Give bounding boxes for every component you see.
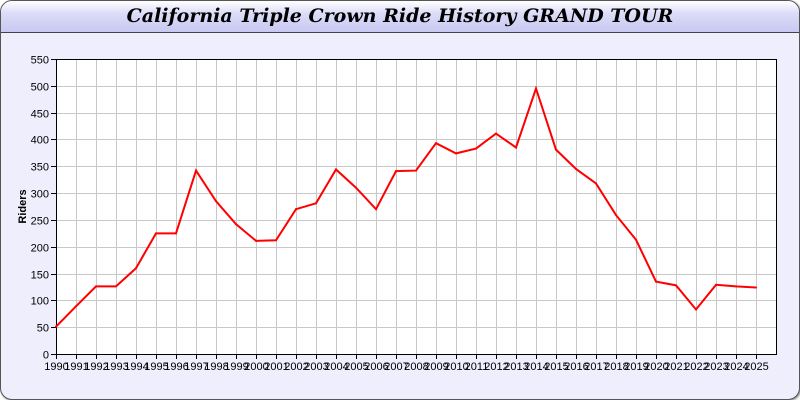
data-point xyxy=(615,214,617,217)
x-tick-label: 2013 xyxy=(504,361,528,373)
x-tick-label: 2018 xyxy=(604,361,628,373)
data-point xyxy=(475,147,477,150)
data-point xyxy=(215,200,217,203)
x-tick-label: 2001 xyxy=(264,361,288,373)
data-point xyxy=(735,285,737,288)
y-tick-label: 100 xyxy=(31,296,49,308)
y-tick-label: 300 xyxy=(31,189,49,201)
x-tick-label: 2023 xyxy=(704,361,728,373)
data-point xyxy=(115,285,117,288)
data-point xyxy=(555,148,557,151)
x-tick-label: 2019 xyxy=(624,361,648,373)
data-point xyxy=(315,202,317,205)
x-tick-label: 2016 xyxy=(564,361,588,373)
data-point xyxy=(575,167,577,170)
data-point xyxy=(335,168,337,171)
x-tick-label: 2020 xyxy=(644,361,668,373)
x-tick-label: 2011 xyxy=(465,361,489,373)
data-point xyxy=(675,284,677,287)
y-tick-label: 250 xyxy=(31,216,49,228)
x-tick-label: 1990 xyxy=(44,361,68,373)
chart-title: California Triple Crown Ride History GRA… xyxy=(126,5,674,27)
data-point xyxy=(635,238,637,241)
x-tick-label: 1997 xyxy=(184,361,208,373)
data-point xyxy=(495,132,497,135)
y-tick-label: 550 xyxy=(31,55,49,67)
x-tick-label: 2006 xyxy=(364,361,388,373)
x-tick-label: 1999 xyxy=(224,361,248,373)
data-point xyxy=(695,308,697,311)
x-tick-label: 1994 xyxy=(124,361,148,373)
x-tick-label: 2007 xyxy=(384,361,408,373)
x-tick-label: 2015 xyxy=(544,361,568,373)
y-tick-label: 50 xyxy=(37,323,49,335)
data-point xyxy=(135,267,137,270)
x-tick-label: 2003 xyxy=(304,361,328,373)
x-tick-label: 2010 xyxy=(444,361,468,373)
x-tick-label: 1992 xyxy=(84,361,108,373)
title-bar: California Triple Crown Ride History GRA… xyxy=(1,1,799,33)
data-point xyxy=(195,169,197,172)
x-tick-label: 2025 xyxy=(744,361,768,373)
x-tick-label: 2008 xyxy=(404,361,428,373)
data-point xyxy=(535,87,537,90)
data-point xyxy=(355,186,357,189)
x-tick-label: 2014 xyxy=(524,361,548,373)
data-point xyxy=(295,208,297,211)
x-tick-label: 2024 xyxy=(724,361,748,373)
data-point xyxy=(275,239,277,242)
data-point xyxy=(375,208,377,211)
data-point xyxy=(595,182,597,185)
data-point xyxy=(655,280,657,283)
x-tick-label: 1996 xyxy=(164,361,188,373)
data-point xyxy=(175,232,177,235)
data-point xyxy=(435,142,437,145)
series-line xyxy=(55,85,757,328)
y-tick-label: 400 xyxy=(31,135,49,147)
y-axis-label: Riders xyxy=(17,189,29,223)
data-point xyxy=(75,305,77,308)
data-point xyxy=(155,232,157,235)
y-tick-label: 350 xyxy=(31,162,49,174)
y-tick-label: 500 xyxy=(31,82,49,94)
data-point xyxy=(755,286,757,289)
x-tick-label: 2012 xyxy=(484,361,508,373)
x-tick-label: 1993 xyxy=(104,361,128,373)
data-point xyxy=(515,146,517,149)
x-tick-label: 2005 xyxy=(344,361,368,373)
data-point xyxy=(95,285,97,288)
x-tick-label: 1991 xyxy=(64,361,88,373)
x-tick-label: 1998 xyxy=(204,361,228,373)
data-point xyxy=(55,325,57,328)
y-tick-label: 150 xyxy=(31,270,49,282)
data-point xyxy=(415,169,417,172)
data-point xyxy=(395,170,397,173)
y-tick-label: 200 xyxy=(31,243,49,255)
y-tick-label: 450 xyxy=(31,109,49,121)
x-tick-label: 2004 xyxy=(324,361,348,373)
x-tick-label: 2021 xyxy=(664,361,688,373)
data-point xyxy=(715,283,717,286)
x-tick-label: 2000 xyxy=(244,361,268,373)
x-tick-label: 2009 xyxy=(424,361,448,373)
data-point xyxy=(235,223,237,226)
x-tick-label: 2022 xyxy=(684,361,708,373)
data-point xyxy=(255,239,257,242)
x-tick-label: 1995 xyxy=(144,361,168,373)
data-point xyxy=(455,152,457,155)
y-tick-label: 0 xyxy=(43,350,49,362)
x-tick-label: 2017 xyxy=(584,361,608,373)
x-tick-label: 2002 xyxy=(284,361,308,373)
